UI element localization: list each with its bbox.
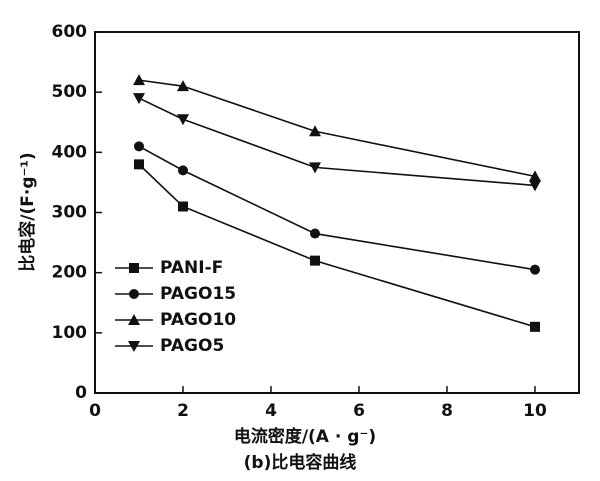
series-line [138, 97, 536, 187]
marker [530, 264, 540, 275]
marker [128, 341, 140, 352]
marker [129, 263, 139, 273]
legend-label: PAGO15 [160, 284, 236, 304]
x-tick-label: 6 [353, 401, 365, 421]
marker [529, 170, 541, 182]
y-tick-label: 600 [52, 22, 88, 42]
marker [134, 159, 144, 170]
caption: (b)比电容曲线 [244, 452, 357, 473]
marker [129, 289, 139, 299]
y-tick-label: 0 [75, 383, 87, 403]
y-tick-label: 200 [52, 263, 88, 283]
x-tick-label: 8 [441, 401, 453, 421]
y-tick-label: 300 [52, 203, 88, 223]
marker [133, 93, 145, 105]
marker [178, 165, 188, 176]
x-tick-label: 10 [523, 401, 547, 421]
x-axis-label: 电流密度/(A · g⁻) [234, 426, 376, 447]
marker [134, 141, 144, 152]
x-tick-label: 4 [265, 401, 277, 421]
series-line [138, 79, 536, 178]
marker [177, 114, 189, 126]
marker [530, 321, 540, 332]
marker [309, 125, 321, 137]
marker [310, 228, 320, 239]
marker [177, 80, 189, 92]
marker [529, 180, 541, 192]
y-axis-label: 比电容/(F·g⁻¹) [17, 152, 38, 271]
y-tick-label: 100 [52, 323, 88, 343]
x-tick-label: 2 [177, 401, 189, 421]
marker [309, 162, 321, 174]
series-line [138, 145, 536, 271]
legend-label: PAGO5 [160, 336, 224, 356]
x-tick-label: 0 [89, 401, 101, 421]
marker [128, 314, 140, 325]
series-line [138, 163, 536, 328]
y-tick-label: 400 [52, 142, 88, 162]
y-tick-label: 500 [52, 82, 88, 102]
legend-label: PAGO10 [160, 310, 236, 330]
marker [178, 201, 188, 212]
marker [133, 74, 145, 86]
legend-label: PANI-F [160, 258, 223, 278]
marker [310, 255, 320, 266]
